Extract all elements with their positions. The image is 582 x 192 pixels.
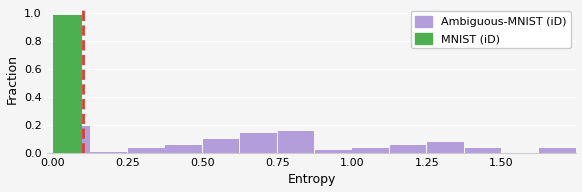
Bar bbox=[240, 133, 277, 153]
Bar bbox=[390, 145, 427, 153]
Bar bbox=[352, 148, 389, 153]
Bar bbox=[165, 145, 202, 153]
Bar bbox=[315, 150, 352, 153]
Bar bbox=[53, 15, 82, 153]
Bar bbox=[128, 148, 165, 153]
Bar bbox=[90, 152, 127, 153]
Bar bbox=[53, 126, 90, 153]
Y-axis label: Fraction: Fraction bbox=[6, 54, 19, 104]
Bar bbox=[427, 142, 464, 153]
Legend: Ambiguous-MNIST (iD), MNIST (iD): Ambiguous-MNIST (iD), MNIST (iD) bbox=[411, 11, 571, 48]
Bar bbox=[278, 131, 314, 153]
Bar bbox=[464, 148, 501, 153]
Bar bbox=[203, 139, 239, 153]
X-axis label: Entropy: Entropy bbox=[288, 173, 336, 186]
Bar bbox=[540, 148, 576, 153]
